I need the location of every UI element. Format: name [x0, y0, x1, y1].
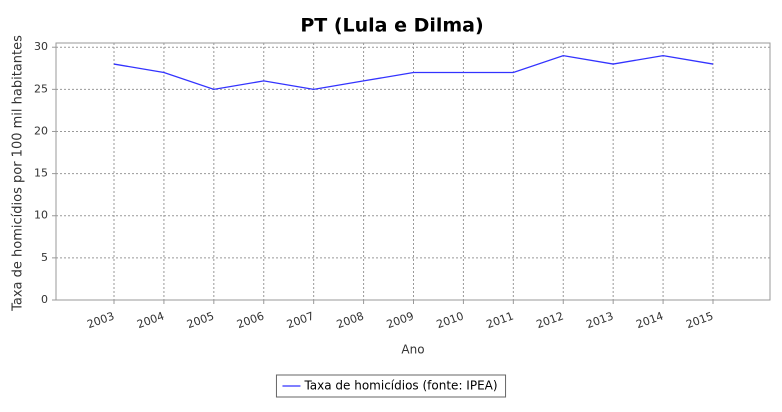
x-axis-label: Ano — [401, 343, 424, 357]
y-tick-label: 5 — [41, 251, 48, 264]
y-tick-label: 30 — [34, 40, 48, 53]
legend-label: Taxa de homicídios (fonte: IPEA) — [303, 379, 497, 393]
y-tick-label: 0 — [41, 293, 48, 306]
chart-title: PT (Lula e Dilma) — [300, 15, 483, 37]
y-tick-label: 10 — [34, 209, 48, 222]
line — [113, 54, 714, 91]
y-tick-label: 25 — [34, 82, 48, 95]
legend: Taxa de homicídios (fonte: IPEA) — [275, 374, 507, 398]
y-axis-label: Taxa de homicídios por 100 mil habitante… — [11, 35, 26, 312]
legend-box — [275, 374, 507, 398]
y-tick-label: 15 — [34, 167, 48, 180]
y-tick-label: 20 — [34, 124, 48, 137]
